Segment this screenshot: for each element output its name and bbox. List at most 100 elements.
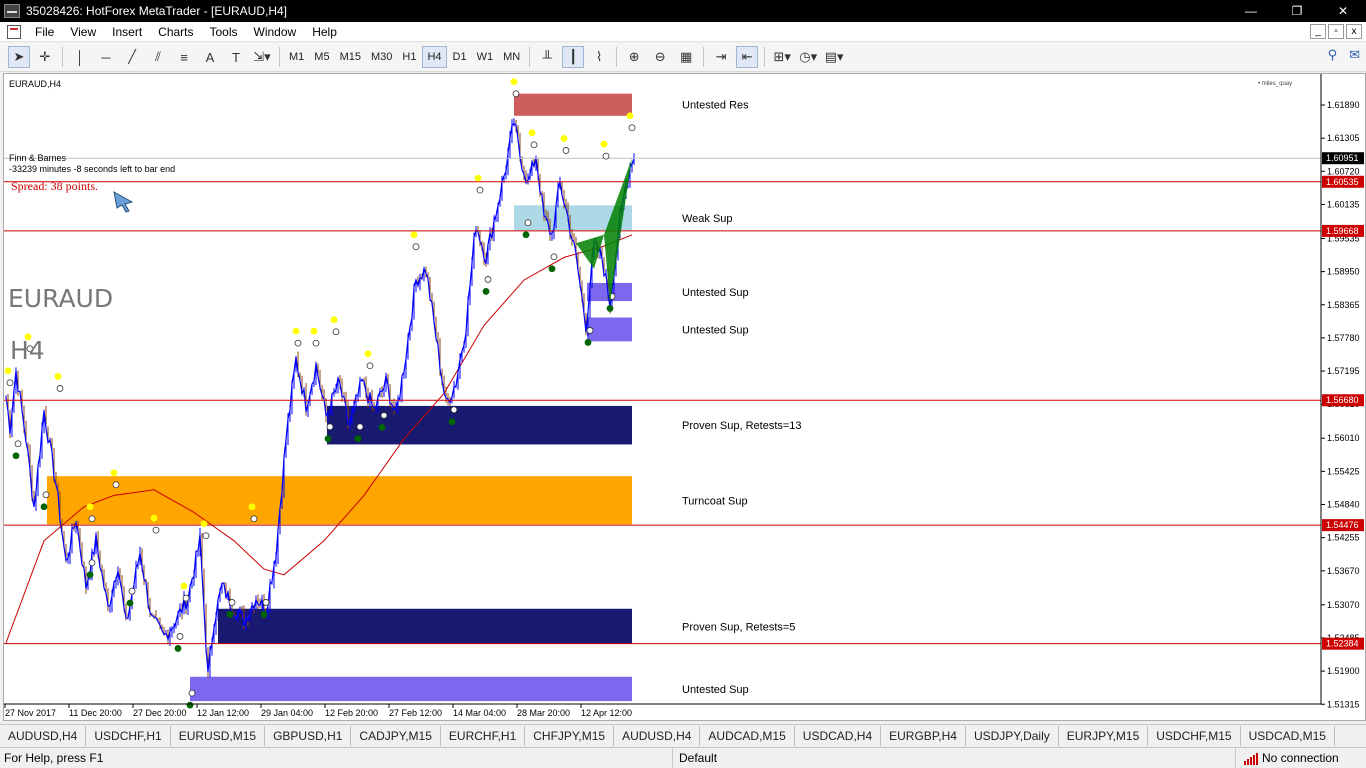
tab-chart[interactable]: USDCHF,H1	[86, 725, 171, 746]
timeframe-h1[interactable]: H1	[402, 51, 417, 63]
trendline-icon[interactable]: ╱	[128, 49, 136, 64]
fractal-ring	[56, 385, 64, 392]
watermark-symbol: EURAUD	[8, 284, 113, 313]
menu-bar: File View Insert Charts Tools Window Hel…	[0, 22, 1366, 42]
candlestick-icon[interactable]: ┃	[562, 46, 585, 68]
countdown-text: -33239 minutes -8 seconds left to bar en…	[9, 164, 175, 174]
tab-chart[interactable]: USDCHF,M15	[1148, 725, 1241, 746]
fractal-up-marker	[180, 582, 188, 590]
price-tick-label: 1.61890	[1327, 100, 1360, 110]
tab-chart[interactable]: AUDUSD,H4	[0, 725, 87, 746]
menu-file[interactable]: File	[35, 24, 55, 39]
periods-clock-icon[interactable]: ◷▾	[799, 49, 818, 64]
tab-chart[interactable]: AUDCAD,M15	[700, 725, 795, 746]
fractal-ring	[450, 406, 458, 414]
minimize-button[interactable]: —	[1245, 4, 1257, 18]
shapes-icon[interactable]: ⇲▾	[253, 49, 271, 64]
tab-chart[interactable]: CHFJPY,M15	[525, 725, 615, 746]
price-tick-label: 1.51315	[1327, 699, 1360, 709]
tab-chart[interactable]: GBPUSD,H1	[265, 725, 352, 746]
menu-view[interactable]: View	[70, 24, 97, 39]
fractal-ring	[366, 362, 374, 370]
tab-chart[interactable]: EURUSD,M15	[171, 725, 266, 746]
timeframe-w1[interactable]: W1	[476, 51, 494, 63]
fractal-up-marker	[560, 135, 568, 142]
hline-price-tag	[1322, 394, 1364, 407]
fibonacci-icon[interactable]: ≡	[180, 49, 188, 65]
menu-tools[interactable]: Tools	[209, 24, 238, 39]
menu-charts[interactable]: Charts	[158, 24, 194, 39]
price-tick-label: 1.60720	[1327, 166, 1360, 176]
chart-shift-icon[interactable]: ⇤	[736, 46, 759, 68]
timeframe-m5[interactable]: M5	[314, 51, 330, 63]
templates-icon[interactable]: ▤▾	[824, 49, 844, 64]
window-title: 35028426: HotForex MetaTrader - [EURAUD,…	[26, 4, 287, 18]
fractal-up-marker	[110, 469, 118, 477]
help-text: For Help, press F1	[4, 751, 104, 765]
fractal-down-marker	[606, 305, 614, 312]
chart-window[interactable]: Untested Res Weak Sup Untested Sup Untested…	[3, 73, 1366, 721]
crosshair-icon[interactable]: ✛	[39, 49, 51, 64]
mdi-restore-button[interactable]: ▫	[1328, 24, 1344, 39]
sr-zone	[514, 93, 632, 116]
price-chart[interactable]: Untested Res Weak Sup Untested Sup Untested…	[4, 74, 1365, 720]
auto-scroll-icon[interactable]: ⇥	[715, 49, 727, 64]
line-chart-icon[interactable]: ⌇	[595, 49, 603, 64]
timeframe-mn[interactable]: MN	[503, 51, 521, 63]
timeframe-m1[interactable]: M1	[289, 51, 305, 63]
fractal-down-marker	[86, 571, 94, 579]
zoom-out-icon[interactable]: ⊖	[654, 49, 666, 64]
zoom-in-icon[interactable]: ⊕	[628, 49, 640, 64]
indicators-icon[interactable]: ⊞▾	[773, 49, 791, 64]
timeframe-m15[interactable]: M15	[339, 51, 361, 63]
cursor-icon[interactable]: ➤	[8, 46, 30, 68]
spread-text: Spread: 38 points.	[11, 179, 98, 193]
channel-icon[interactable]: ⫽	[155, 49, 161, 64]
horizontal-line-icon[interactable]: ─	[101, 49, 111, 65]
timeframe-m30[interactable]: M30	[370, 51, 393, 63]
zone-label: Proven Sup, Retests=5	[682, 621, 795, 633]
fractal-ring	[484, 276, 492, 283]
chart-window-icon[interactable]	[7, 24, 21, 39]
close-button[interactable]: ✕	[1320, 0, 1366, 22]
fractal-ring	[530, 141, 538, 149]
app-icon	[4, 4, 20, 18]
tab-chart[interactable]: EURCHF,H1	[441, 725, 526, 746]
tab-chart[interactable]: USDJPY,Daily	[966, 725, 1059, 746]
mdi-close-button[interactable]: x	[1346, 24, 1362, 39]
tab-chart[interactable]: EURJPY,M15	[1059, 725, 1149, 746]
tab-chart[interactable]: USDCAD,H4	[795, 725, 882, 746]
fractal-up-marker	[474, 174, 482, 182]
menu-help[interactable]: Help	[312, 24, 337, 39]
fractal-down-marker	[522, 231, 530, 239]
menu-window[interactable]: Window	[253, 24, 297, 39]
bar-chart-icon[interactable]: ╨	[542, 49, 552, 65]
tab-chart[interactable]: AUDUSD,H4	[614, 725, 701, 746]
tab-chart[interactable]: USDCAD,M15	[1241, 725, 1335, 746]
fractal-down-marker	[584, 339, 592, 346]
time-tick-label: 27 Feb 12:00	[389, 708, 442, 718]
sr-zone	[47, 476, 632, 525]
tab-chart[interactable]: EURGBP,H4	[881, 725, 966, 746]
tab-chart[interactable]: CADJPY,M15	[351, 725, 441, 746]
tile-windows-icon[interactable]: ▦	[680, 49, 693, 64]
hline-price-tag	[1322, 637, 1364, 650]
fractal-down-marker	[324, 435, 332, 443]
search-icon[interactable]: ⚲	[1327, 47, 1338, 62]
price-tick-label: 1.53670	[1327, 566, 1360, 576]
chart-tabs: AUDUSD,H4 USDCHF,H1 EURUSD,M15 GBPUSD,H1…	[0, 724, 1366, 746]
label-icon[interactable]: T	[232, 49, 240, 65]
timeframe-h4[interactable]: H4	[422, 46, 447, 68]
hline-price-tag	[1322, 175, 1364, 188]
chat-icon[interactable]: ✉	[1349, 47, 1360, 62]
menu-insert[interactable]: Insert	[112, 24, 143, 39]
maximize-button[interactable]: ❐	[1291, 4, 1303, 18]
vertical-line-icon[interactable]: │	[75, 49, 85, 65]
mdi-minimize-button[interactable]: _	[1310, 24, 1326, 39]
price-line	[5, 122, 635, 672]
timeframe-d1[interactable]: D1	[452, 51, 467, 63]
fractal-up-marker	[150, 514, 158, 522]
time-tick-label: 12 Feb 20:00	[325, 708, 378, 718]
text-icon[interactable]: A	[205, 49, 215, 65]
connection-status[interactable]: No connection	[1244, 751, 1339, 765]
